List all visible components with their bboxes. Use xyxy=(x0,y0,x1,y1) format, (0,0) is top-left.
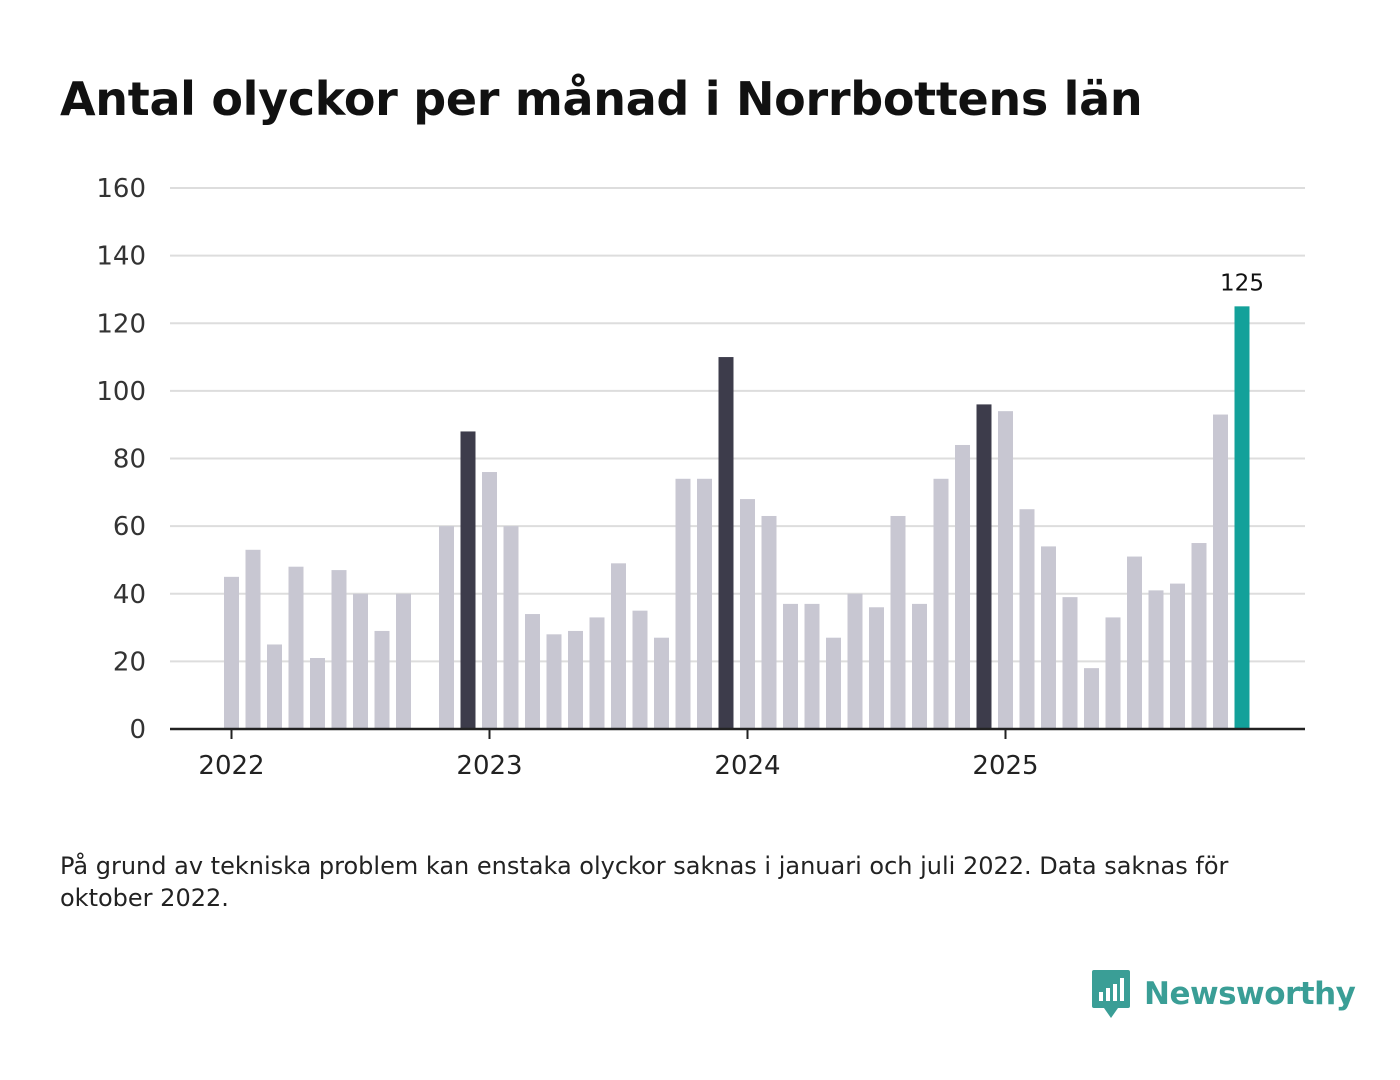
bar-2024-10 xyxy=(933,478,949,729)
bar-2025-05 xyxy=(1084,668,1099,729)
bar-2022-01 xyxy=(224,576,239,729)
bar-2023-09 xyxy=(654,637,669,729)
bar-2025-08 xyxy=(1148,590,1164,729)
bar-2022-02 xyxy=(245,549,261,729)
bar-2023-01 xyxy=(482,472,497,729)
bar-2025-04 xyxy=(1062,597,1078,729)
bar-2025-01 xyxy=(998,411,1013,729)
y-tick-label: 80 xyxy=(113,445,146,475)
bar-2025-09 xyxy=(1170,583,1185,729)
x-axis-ticks: 2022 2023 2024 2025 xyxy=(198,729,1039,781)
bars xyxy=(224,306,1250,729)
bar-2023-08 xyxy=(632,610,648,729)
bar-2023-10 xyxy=(675,478,691,729)
y-axis-ticks: 0 20 40 60 80 100 120 140 160 xyxy=(96,174,146,745)
bar-2024-09 xyxy=(912,603,927,729)
y-tick-label: 160 xyxy=(96,174,146,204)
data-label-latest: 125 xyxy=(1220,270,1264,296)
bar-2022-06 xyxy=(331,570,347,729)
bar-2025-03 xyxy=(1041,546,1056,729)
bar-2023-04 xyxy=(546,634,562,729)
bar-2024-05 xyxy=(826,637,841,729)
bar-2022-11 xyxy=(439,526,454,729)
bar-2024-06 xyxy=(847,593,863,729)
bar-2023-05 xyxy=(568,630,583,729)
bar-2025-06 xyxy=(1105,617,1121,729)
bar-2023-11 xyxy=(697,478,712,729)
y-tick-label: 60 xyxy=(113,512,146,542)
newsworthy-logo-icon xyxy=(1092,970,1130,1018)
bar-2025-10 xyxy=(1191,543,1207,729)
bar-2024-04 xyxy=(804,603,820,729)
bar-2022-07 xyxy=(353,593,368,729)
bar-chart: 0 20 40 60 80 100 120 140 160 2022 2023 2024 2025 1… xyxy=(96,174,1305,781)
bar-2024-08 xyxy=(890,515,906,729)
footnote: På grund av tekniska problem kan enstaka… xyxy=(60,852,1229,912)
bar-2024-07 xyxy=(869,607,884,729)
bar-2025-11 xyxy=(1213,414,1228,729)
bar-2023-02 xyxy=(503,526,519,729)
chart-title: Antal olyckor per månad i Norrbottens lä… xyxy=(60,72,1143,126)
bar-2022-08 xyxy=(374,630,390,729)
bar-2022-12 xyxy=(460,431,476,729)
bar-2022-04 xyxy=(288,566,304,729)
bar-2025-07 xyxy=(1127,556,1142,729)
y-tick-label: 40 xyxy=(113,580,146,610)
bar-2022-09 xyxy=(396,593,411,729)
x-tick-label: 2022 xyxy=(198,751,264,781)
y-tick-label: 20 xyxy=(113,647,146,677)
bar-2024-11 xyxy=(955,444,970,729)
bar-2025-02 xyxy=(1019,509,1035,729)
x-tick-label: 2025 xyxy=(972,751,1038,781)
bar-2024-02 xyxy=(761,515,777,729)
bar-2024-03 xyxy=(783,603,798,729)
x-tick-label: 2024 xyxy=(714,751,780,781)
y-tick-label: 0 xyxy=(129,715,146,745)
y-tick-label: 100 xyxy=(96,377,146,407)
bar-2023-07 xyxy=(611,563,626,729)
newsworthy-logo[interactable]: Newsworthy xyxy=(1090,968,1356,1020)
newsworthy-logo-text: Newsworthy xyxy=(1144,976,1356,1012)
y-tick-label: 140 xyxy=(96,242,146,272)
bar-2025-12 xyxy=(1234,306,1250,729)
bar-2024-12 xyxy=(976,404,992,729)
x-tick-label: 2023 xyxy=(456,751,522,781)
bar-2024-01 xyxy=(740,499,755,729)
y-tick-label: 120 xyxy=(96,309,146,339)
data-labels: 125 xyxy=(1220,270,1264,296)
bar-2022-03 xyxy=(267,644,282,729)
bar-2022-05 xyxy=(310,657,325,729)
bar-2023-12 xyxy=(718,357,734,729)
bar-2023-03 xyxy=(525,614,540,729)
bar-2023-06 xyxy=(589,617,605,729)
